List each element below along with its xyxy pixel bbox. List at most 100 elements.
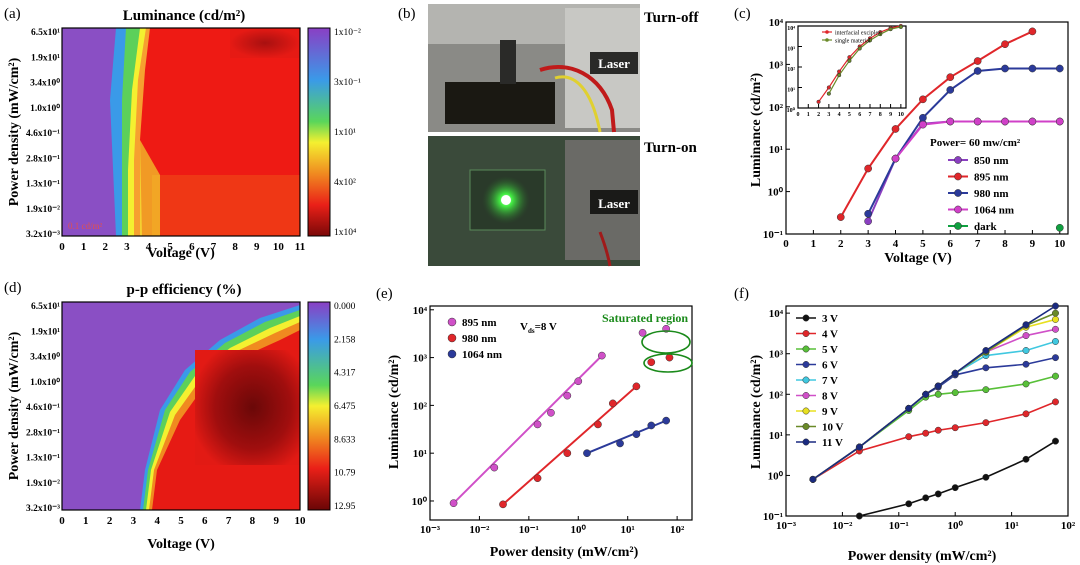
data-point [1022, 332, 1030, 340]
y-tick-label: 10⁴ [769, 17, 784, 29]
y-tick-label: 1.9x10⁻² [26, 205, 60, 215]
x-tick-label: 9 [889, 112, 892, 118]
legend-label: 4 V [822, 329, 838, 341]
x-tick-label: 4 [154, 515, 160, 527]
panel-e-vds: Vds=8 V [520, 321, 557, 335]
panel-b-label: (b) [398, 6, 416, 22]
y-tick-label: 10² [769, 389, 784, 401]
x-tick-label: 6 [858, 112, 861, 118]
data-point [826, 85, 831, 90]
panel-c-label: (c) [734, 6, 751, 22]
saturated-ellipse-lower [643, 353, 693, 373]
legend-label: 9 V [822, 406, 838, 418]
y-tick-label: 1.9x10⁻² [26, 479, 60, 489]
panel-c-ylabel: Luminance (cd/m²) [749, 73, 764, 188]
legend-label: 6 V [822, 360, 838, 372]
y-tick-label: 2.8x10⁻¹ [26, 428, 60, 438]
y-tick-label: 3.4x10⁰ [30, 352, 60, 363]
data-point [1001, 40, 1009, 49]
plot-frame [785, 21, 1069, 235]
legend-label: 3 V [822, 313, 838, 325]
data-point [836, 213, 845, 221]
panel-e: (e) 10⁻³ 10⁻² 10⁻¹ 10⁰ 10¹ 10² 10⁰ 10¹ 10² 10³ 10⁴… [376, 286, 693, 560]
x-tick-label: 3 [124, 241, 130, 253]
y-tick-label: 10⁰ [787, 107, 796, 114]
data-point [934, 426, 942, 434]
data-point [857, 46, 862, 51]
y-tick-label: 10² [413, 400, 428, 412]
legend-label: 1064 nm [974, 205, 1014, 217]
data-point [809, 475, 817, 483]
legend-label: 10 V [822, 422, 844, 434]
y-tick-label: 10¹ [769, 144, 783, 156]
data-point [982, 347, 990, 354]
x-tick-label: 3 [827, 112, 830, 118]
x-tick-label: 5 [178, 515, 184, 527]
data-point [919, 120, 927, 129]
x-tick-label: 2 [103, 241, 109, 253]
y-tick-label: 1.0x10⁰ [30, 377, 60, 388]
data-point [982, 419, 990, 427]
data-point [1055, 64, 1064, 73]
saturated-point [647, 358, 656, 367]
data-point [982, 364, 990, 372]
photo-turn-off: Laser [428, 4, 640, 133]
legend-marker [802, 330, 810, 337]
y-tick-label: 6.5x10¹ [31, 28, 60, 38]
y-tick-label: 10¹ [787, 88, 795, 94]
photo-laser-label-bottom: Laser [598, 196, 630, 211]
data-point [1055, 223, 1064, 232]
data-point [1055, 117, 1064, 126]
legend-label: 980 nm [462, 333, 497, 345]
panel-d-heatmap [62, 302, 300, 510]
data-point [905, 404, 913, 412]
data-point [826, 91, 831, 96]
photo-laser-label-top: Laser [598, 56, 630, 71]
x-tick-label: 2 [107, 515, 113, 527]
data-point [864, 217, 872, 226]
y-tick-label: 3.4x10⁰ [30, 78, 60, 89]
panel-d-y-ticks: 6.5x10¹ 1.9x10¹ 3.4x10⁰ 1.0x10⁰ 4.6x10⁻¹ 2.8x… [26, 302, 60, 514]
y-tick-label: 10² [787, 67, 795, 73]
series-line [812, 356, 1056, 481]
x-tick-label: 0 [783, 238, 789, 250]
data-point [647, 421, 656, 430]
data-point [878, 32, 883, 37]
colorbar-tick-label: 12.95 [334, 502, 356, 512]
inset-background [798, 26, 906, 108]
y-tick-label: 3.2x10⁻³ [26, 504, 60, 514]
y-tick-label: 1.3x10⁻¹ [26, 454, 60, 464]
x-tick-label: 10 [898, 112, 904, 118]
data-point [449, 499, 458, 508]
colorbar-tick-label: 8.633 [334, 435, 356, 445]
y-tick-label: 1.3x10⁻¹ [26, 180, 60, 190]
panel-a-label: (a) [4, 6, 21, 22]
colorbar-tick-label: 3x10⁻¹ [334, 78, 361, 88]
data-point [891, 154, 900, 163]
panel-c-power-note: Power= 60 mw/cm² [930, 137, 1021, 149]
y-tick-label: 10¹ [413, 448, 427, 460]
inset-legend-marker [825, 38, 829, 42]
plot-frame [785, 305, 1069, 517]
data-point [934, 382, 942, 390]
legend-label: 850 nm [974, 155, 1009, 167]
x-tick-label: 4 [838, 112, 841, 118]
legend-marker [802, 423, 810, 430]
y-tick-label: 10⁴ [413, 305, 428, 317]
y-tick-label: 10³ [787, 47, 795, 53]
y-tick-label: 6.5x10¹ [31, 302, 60, 312]
colorbar-tick-label: 10.79 [334, 469, 356, 479]
x-tick-label: 10² [1061, 520, 1076, 532]
colorbar-tick-label: 6.475 [334, 402, 356, 412]
x-tick-label: 7 [226, 515, 232, 527]
legend-label: 11 V [822, 437, 843, 449]
data-point [1052, 437, 1059, 445]
panel-a-y-ticks: 6.5x10¹ 1.9x10¹ 3.4x10⁰ 1.0x10⁰ 4.6x10⁻¹ 2.8x… [26, 28, 60, 240]
y-tick-label: 1.9x10¹ [31, 53, 60, 63]
data-point [855, 512, 863, 520]
x-tick-label: 3 [865, 238, 871, 250]
inset-legend-label: single material [835, 39, 871, 45]
x-tick-label: 8 [1002, 238, 1008, 250]
legend-marker [954, 172, 962, 181]
legend-marker [954, 156, 962, 164]
